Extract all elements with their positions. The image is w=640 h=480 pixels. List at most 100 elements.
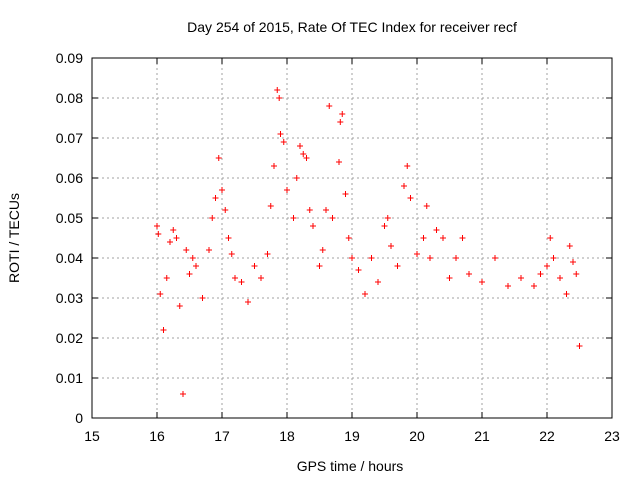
data-point: [518, 275, 524, 281]
data-point: [271, 163, 277, 169]
data-point: [306, 207, 313, 213]
data-point: [537, 271, 544, 277]
y-axis-ticks: 0 0.01 0.02 0.03 0.04 0.05 0.06 0.07 0.08 0.09: [56, 50, 612, 426]
data-point: [329, 215, 336, 221]
data-point: [170, 227, 177, 233]
data-point: [355, 267, 362, 273]
data-point: [316, 263, 323, 269]
data-point: [251, 263, 258, 269]
data-point: [155, 231, 162, 237]
data-point: [576, 343, 583, 349]
data-point: [297, 143, 303, 149]
data-point: [232, 275, 238, 281]
data-point: [326, 103, 333, 109]
data-point: [267, 203, 274, 209]
data-point: [557, 275, 563, 281]
data-point: [222, 207, 229, 213]
data-point: [423, 203, 430, 209]
data-point: [349, 255, 355, 261]
data-point: [157, 291, 164, 297]
data-point: [407, 195, 414, 201]
data-point: [570, 259, 576, 265]
x-tick-label: 15: [84, 428, 100, 444]
data-point: [566, 243, 573, 249]
y-tick-label: 0.04: [56, 250, 83, 266]
data-point: [381, 223, 388, 229]
data-point: [245, 299, 251, 305]
data-point: [362, 291, 368, 297]
data-point: [404, 163, 411, 169]
data-point: [459, 235, 466, 241]
data-point: [547, 235, 554, 241]
y-tick-label: 0.07: [56, 130, 83, 146]
x-axis-label: GPS time / hours: [297, 458, 404, 474]
y-tick-label: 0.09: [56, 50, 83, 66]
y-tick-label: 0.08: [56, 90, 83, 106]
data-point: [339, 111, 346, 117]
data-point: [303, 155, 310, 161]
data-point: [345, 235, 352, 241]
x-tick-label: 21: [474, 428, 490, 444]
data-point: [293, 175, 300, 181]
data-point: [544, 263, 550, 269]
data-point: [176, 303, 183, 309]
y-tick-label: 0.01: [56, 370, 83, 386]
data-point: [215, 155, 222, 161]
data-point: [420, 235, 427, 241]
data-point: [323, 207, 329, 213]
grid-lines: [92, 58, 612, 418]
data-point: [433, 227, 440, 233]
y-tick-label: 0.05: [56, 210, 83, 226]
data-point: [479, 279, 485, 285]
scatter-points: [154, 87, 583, 397]
data-point: [384, 215, 391, 221]
x-tick-label: 23: [604, 428, 620, 444]
data-point: [531, 283, 537, 289]
data-point: [277, 131, 284, 137]
data-point: [183, 247, 190, 253]
data-point: [274, 87, 281, 93]
x-tick-label: 20: [409, 428, 425, 444]
data-point: [193, 263, 199, 269]
data-point: [401, 183, 407, 189]
data-point: [258, 275, 264, 281]
x-tick-label: 22: [539, 428, 555, 444]
data-point: [160, 327, 167, 333]
x-tick-label: 19: [344, 428, 360, 444]
data-point: [189, 255, 196, 261]
data-point: [573, 271, 580, 277]
data-point: [280, 139, 287, 145]
data-point: [550, 255, 557, 261]
data-point: [167, 239, 173, 245]
data-point: [219, 187, 225, 193]
y-axis-label: ROTI / TECUs: [6, 193, 22, 283]
x-axis-ticks: 15 16 17 18 19 20 21 22 23: [84, 58, 620, 444]
data-point: [310, 223, 316, 229]
data-point: [563, 291, 570, 297]
data-point: [209, 215, 216, 221]
data-point: [466, 271, 472, 277]
chart-title: Day 254 of 2015, Rate Of TEC Index for r…: [187, 19, 517, 35]
data-point: [505, 283, 511, 289]
data-point: [199, 295, 206, 301]
data-point: [453, 255, 459, 261]
data-point: [446, 275, 453, 281]
data-point: [206, 247, 212, 253]
data-point: [300, 151, 307, 157]
data-point: [440, 235, 446, 241]
data-point: [290, 215, 297, 221]
data-point: [225, 235, 232, 241]
data-point: [180, 391, 186, 397]
y-tick-label: 0.06: [56, 170, 83, 186]
data-point: [319, 247, 326, 253]
data-point: [342, 191, 349, 197]
data-point: [238, 279, 245, 285]
x-tick-label: 17: [214, 428, 230, 444]
data-point: [173, 235, 180, 241]
data-point: [375, 279, 381, 285]
x-tick-label: 18: [279, 428, 295, 444]
data-point: [163, 275, 170, 281]
data-point: [388, 243, 394, 249]
data-point: [414, 251, 420, 257]
